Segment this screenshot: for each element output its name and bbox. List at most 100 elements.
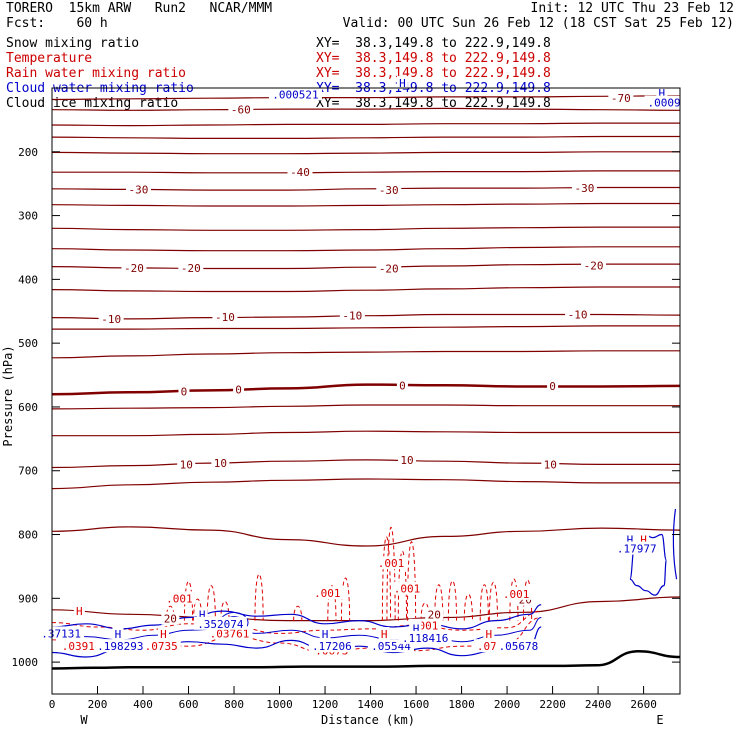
header-forecast: Fcst: 60 h <box>6 16 108 31</box>
temperature-label-6: -20 <box>124 262 144 275</box>
temperature-label-21: 10 <box>544 458 557 471</box>
temperature-contour-8 <box>51 226 680 231</box>
temperature-contour-16 <box>51 404 680 410</box>
temperature-label-bg-13 <box>565 307 591 321</box>
cloud-label-2: .37131 <box>41 627 81 640</box>
y-tick-label-0: 200 <box>18 146 38 159</box>
x-axis-label: Distance (km) <box>321 713 415 727</box>
temperature-contour-0 <box>51 95 681 101</box>
legend-cloud-ice-label: Cloud ice mixing ratio <box>6 96 179 111</box>
rain-spike-12 <box>406 541 417 621</box>
x-axis-west-label: W <box>80 713 88 727</box>
temperature-label-16: 0 <box>399 379 406 392</box>
cloud-east-edge <box>672 508 678 580</box>
temperature-contour-7 <box>51 202 680 207</box>
cloud-label-3: H <box>115 628 122 641</box>
cloud-label-bg-11 <box>624 532 636 546</box>
temperature-label-9: -20 <box>584 259 604 272</box>
temperature-label-13: -10 <box>568 308 588 321</box>
x-tick-label-8: 1600 <box>403 698 430 711</box>
cloud-label-10: .05678 <box>499 640 539 653</box>
header-valid: Valid: 00 UTC Sun 26 Feb 12 (18 CST Sat … <box>342 16 734 31</box>
x-tick-label-10: 2000 <box>494 698 521 711</box>
temperature-contour-4 <box>51 151 680 155</box>
temperature-contour-18 <box>51 459 681 469</box>
temperature-label-bg-4 <box>376 183 402 197</box>
temperature-label-14: 0 <box>181 386 188 399</box>
ground-line <box>51 650 681 670</box>
temperature-label-bg-23 <box>161 611 180 625</box>
temperature-label-0: -70 <box>611 92 631 105</box>
y-tick-label-2: 400 <box>18 273 38 286</box>
rain-label-bg-3 <box>390 581 423 595</box>
temperature-label-1: -60 <box>231 104 251 117</box>
y-tick-label-4: 600 <box>18 401 38 414</box>
cloud-label-12: .17977 <box>617 543 657 556</box>
temperature-label-bg-9 <box>581 258 607 272</box>
temperature-label-bg-16 <box>396 378 408 392</box>
rain-contours <box>51 527 542 654</box>
x-tick-label-13: 2600 <box>630 698 657 711</box>
cloud-label-13: .000521 <box>272 88 318 101</box>
rain-spike-19 <box>509 578 519 621</box>
rain-label-bg-5 <box>500 586 533 600</box>
rain-label-2: .001 <box>378 557 405 570</box>
temperature-contour-10 <box>51 263 680 270</box>
temperature-label-20: 10 <box>400 454 413 467</box>
y-tick-label-6: 800 <box>18 529 38 542</box>
y-tick-label-8: 1000 <box>12 656 39 669</box>
rain-spike-0 <box>165 605 175 621</box>
cloud-label-bg-9 <box>398 630 452 644</box>
rain-label-bg-12 <box>483 627 495 641</box>
temperature-label-5: -30 <box>574 182 594 195</box>
x-axis-east-label: E <box>656 713 663 727</box>
cloud-contour-mid <box>51 617 542 643</box>
legend-snow-label: Snow mixing ratio <box>6 36 140 51</box>
temperature-label-2: -40 <box>290 166 310 179</box>
rain-spike-4 <box>220 601 230 621</box>
cloud-label-bg-3 <box>112 627 124 641</box>
temperature-label-bg-14 <box>178 384 190 398</box>
temperature-label-bg-19 <box>211 456 230 470</box>
cloud-label-6: .17206 <box>312 640 352 653</box>
rain-spike-14 <box>434 584 444 621</box>
temperature-contour-13 <box>51 325 680 330</box>
temperature-label-23: 20 <box>164 613 177 626</box>
ground-terrain <box>51 650 681 670</box>
rain-label-3: .001 <box>394 583 421 596</box>
y-tick-label-7: 900 <box>18 592 38 605</box>
rain-label-bg-14 <box>141 639 181 653</box>
legend-rain-xy: XY= 38.3,149.8 to 222.9,149.8 <box>316 66 551 81</box>
x-tick-label-6: 1200 <box>312 698 339 711</box>
temperature-contour-2 <box>51 122 680 127</box>
rain-spike-9 <box>381 536 392 621</box>
temperature-label-17: 0 <box>549 380 556 393</box>
rain-spike-5 <box>254 573 264 621</box>
y-tick-label-1: 300 <box>18 210 38 223</box>
rain-label-bg-0 <box>163 591 196 605</box>
legend-temperature-label: Temperature <box>6 51 93 66</box>
rain-label-bg-9 <box>73 604 85 618</box>
temperature-contour-9 <box>51 246 680 252</box>
rain-label-12: H <box>486 628 493 641</box>
cloud-label-bg-5 <box>319 627 331 641</box>
temperature-label-bg-6 <box>121 260 147 274</box>
rain-label-6: .03761 <box>210 627 250 640</box>
rain-spike-16 <box>463 594 473 621</box>
cloud-label-4: .198293 <box>97 640 143 653</box>
cloud-label-15: H <box>658 87 665 100</box>
temperature-label-bg-8 <box>376 261 402 275</box>
cloud-label-bg-14 <box>396 75 408 89</box>
rain-spike-1 <box>183 581 194 621</box>
cloud-label-bg-8 <box>410 621 422 635</box>
cloud-label-11: H <box>627 534 634 547</box>
header-title: TORERO 15km ARW Run2 NCAR/MMM <box>6 1 273 16</box>
temperature-contour-5 <box>52 170 680 174</box>
temperature-contour-17 <box>51 430 680 437</box>
cloud-label-bg-10 <box>495 639 542 653</box>
temperature-label-bg-24 <box>425 607 444 621</box>
x-tick-label-7: 1400 <box>357 698 384 711</box>
temperature-label-bg-0 <box>608 91 634 105</box>
rain-spike-6 <box>293 605 303 621</box>
